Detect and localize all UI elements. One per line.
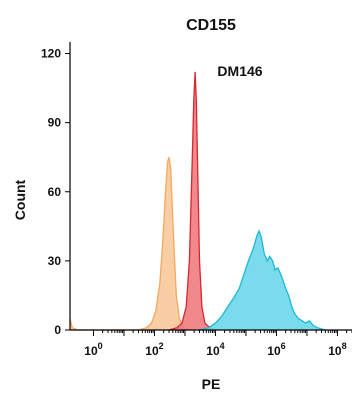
x-tick-label: 100 — [84, 341, 102, 358]
axis-layer: 0 30 60 90 120 100 102 104 106 108 — [41, 42, 352, 358]
x-axis-label: PE — [202, 376, 221, 392]
x-tick-label: 104 — [206, 341, 224, 358]
chart-title: CD155 — [186, 17, 236, 34]
x-tick-label: 102 — [145, 341, 163, 358]
y-tick-label: 0 — [54, 323, 61, 337]
y-tick-label: 30 — [48, 254, 62, 268]
y-axis-label: Count — [12, 179, 28, 220]
x-tick-label: 106 — [267, 341, 285, 358]
sample-annotation: DM146 — [217, 63, 262, 79]
series-fill-1 — [70, 157, 191, 330]
series-line-2 — [168, 71, 215, 331]
x-tick-label: 108 — [328, 341, 346, 358]
series-layer — [69, 71, 326, 331]
series-line-3 — [199, 229, 326, 331]
y-tick-label: 120 — [41, 47, 61, 61]
series-fill-3 — [199, 230, 326, 330]
y-tick-label: 90 — [48, 116, 62, 130]
y-tick-label: 60 — [48, 185, 62, 199]
